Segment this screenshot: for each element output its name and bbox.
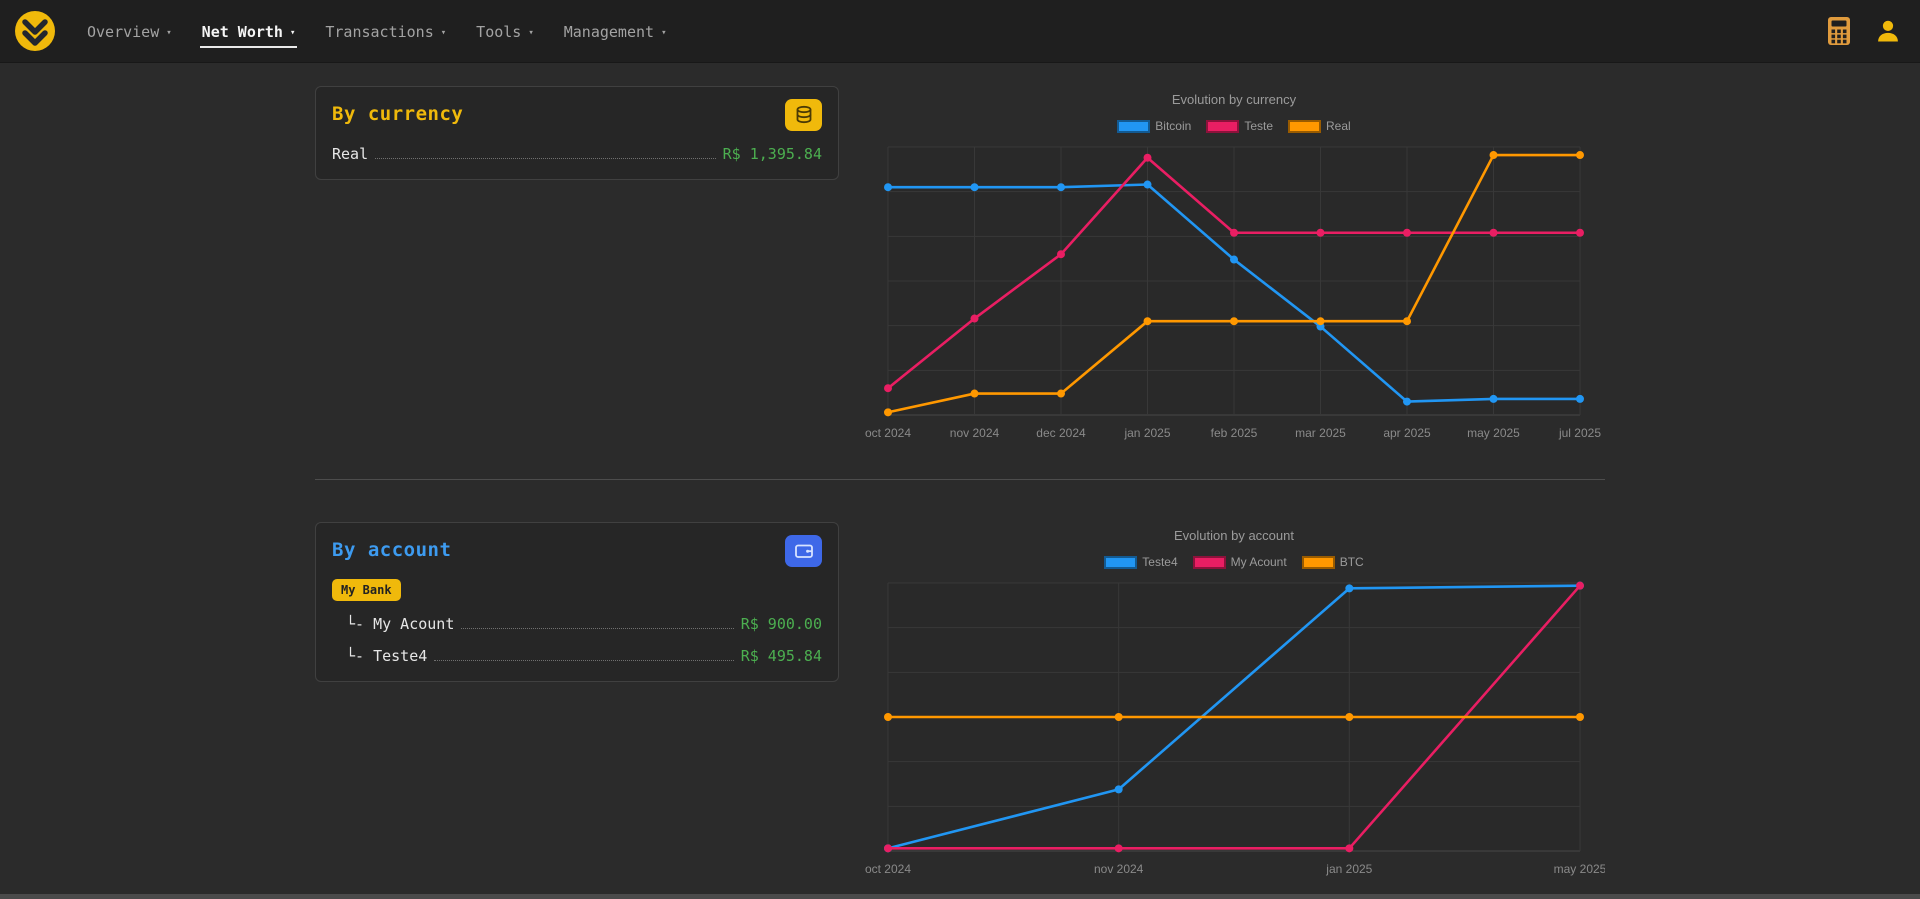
- bank-badge[interactable]: My Bank: [332, 579, 401, 601]
- chart-title: Evolution by account: [1174, 528, 1294, 543]
- account-rows: └- My Acount R$ 900.00 └- Teste4 R$ 495.84: [332, 615, 822, 665]
- currency-rows: Real R$ 1,395.84: [332, 145, 822, 163]
- account-chart-column: Evolution by account Teste4 My Acount BTC …: [863, 522, 1605, 887]
- by-account-title: By account: [332, 539, 452, 561]
- row-label: Real: [332, 145, 369, 163]
- legend-swatch: [1104, 555, 1138, 569]
- legend-label: My Acount: [1230, 555, 1287, 569]
- evolution-by-account-chart: Evolution by account Teste4 My Acount BTC …: [863, 528, 1605, 887]
- legend-label: Teste: [1244, 119, 1274, 133]
- legend-swatch: [1288, 119, 1322, 133]
- nav-item-net-worth[interactable]: Net Worth ▾: [199, 15, 298, 48]
- row-label: └- Teste4: [346, 647, 428, 665]
- by-currency-title: By currency: [332, 103, 464, 125]
- legend-swatch: [1192, 555, 1226, 569]
- legend-label: Bitcoin: [1155, 119, 1192, 133]
- chevron-down-icon: ▾: [166, 27, 172, 38]
- by-currency-card: By currency Real R$ 1,395.84: [315, 86, 839, 180]
- legend-item-teste4[interactable]: Teste4: [1104, 555, 1178, 569]
- row-value: R$ 495.84: [740, 647, 822, 665]
- line-chart: oct 2024 nov 2024 dec 2024 jan 2025 feb 2025…: [865, 146, 1601, 440]
- account-section: By account My Bank └- My Aco: [315, 522, 1605, 887]
- net-worth-page: By currency Real R$ 1,395.84: [315, 63, 1605, 887]
- nav-menu: Overview ▾ Net Worth ▾ Transactions ▾ Tools ▾ Ma…: [72, 15, 681, 48]
- wallet-icon: [794, 544, 813, 558]
- chevron-down-icon: ▾: [528, 27, 534, 38]
- svg-text:may 2025: may 2025: [1554, 862, 1605, 876]
- row-value: R$ 900.00: [740, 615, 822, 633]
- navbar: Overview ▾ Net Worth ▾ Transactions ▾ Tools ▾ Ma…: [0, 0, 1920, 63]
- svg-text:nov 2024: nov 2024: [950, 426, 1000, 440]
- legend-item-real[interactable]: Real: [1288, 119, 1351, 133]
- svg-text:oct 2024: oct 2024: [865, 862, 911, 876]
- svg-text:mar 2025: mar 2025: [1295, 426, 1346, 440]
- svg-text:may 2025: may 2025: [1467, 426, 1520, 440]
- legend-label: Teste4: [1142, 555, 1178, 569]
- dotted-leader: [461, 628, 734, 629]
- currency-card-column: By currency Real R$ 1,395.84: [315, 86, 839, 180]
- legend-item-btc[interactable]: BTC: [1301, 555, 1364, 569]
- user-button[interactable]: [1874, 17, 1902, 45]
- calculator-button[interactable]: [1826, 16, 1852, 46]
- chevron-down-icon: ▾: [289, 27, 296, 38]
- svg-text:jan 2025: jan 2025: [1123, 426, 1170, 440]
- legend-swatch: [1301, 555, 1335, 569]
- dotted-leader: [434, 660, 734, 661]
- legend-item-teste[interactable]: Teste: [1206, 119, 1273, 133]
- nav-item-transactions[interactable]: Transactions ▾: [323, 15, 448, 48]
- nav-item-label: Tools: [476, 22, 522, 41]
- net-worth-row: └- My Acount R$ 900.00: [332, 615, 822, 633]
- legend-swatch: [1117, 119, 1151, 133]
- row-value: R$ 1,395.84: [722, 145, 822, 163]
- evolution-by-currency-chart: Evolution by currency Bitcoin Teste Real o…: [863, 92, 1605, 451]
- chevron-down-icon: ▾: [661, 27, 667, 38]
- nav-item-overview[interactable]: Overview ▾: [85, 15, 174, 48]
- nav-item-label: Net Worth: [201, 22, 283, 41]
- currency-section: By currency Real R$ 1,395.84: [315, 86, 1605, 451]
- net-worth-row: └- Teste4 R$ 495.84: [332, 647, 822, 665]
- legend-label: BTC: [1339, 555, 1364, 569]
- card-header: By currency: [332, 99, 822, 131]
- horizontal-scrollbar[interactable]: [0, 894, 1920, 899]
- user-icon: [1878, 20, 1898, 42]
- legend-item-my-acount[interactable]: My Acount: [1192, 555, 1287, 569]
- line-chart: oct 2024 nov 2024 jan 2025 may 2025: [865, 581, 1605, 876]
- navbar-right: [1826, 16, 1906, 46]
- svg-text:jul 2025: jul 2025: [1558, 426, 1601, 440]
- nav-item-label: Transactions: [325, 22, 434, 41]
- section-divider: [315, 479, 1605, 480]
- svg-text:dec 2024: dec 2024: [1036, 426, 1086, 440]
- svg-text:apr 2025: apr 2025: [1383, 426, 1431, 440]
- svg-text:jan 2025: jan 2025: [1325, 862, 1372, 876]
- chart-legend: Bitcoin Teste Real: [863, 119, 1605, 133]
- logo-icon: [15, 11, 55, 51]
- currency-chart-column: Evolution by currency Bitcoin Teste Real o…: [863, 86, 1605, 451]
- nav-item-management[interactable]: Management ▾: [562, 15, 669, 48]
- account-card-button[interactable]: [785, 535, 822, 567]
- legend-swatch: [1206, 119, 1240, 133]
- app-logo[interactable]: [14, 10, 56, 52]
- svg-text:oct 2024: oct 2024: [865, 426, 911, 440]
- net-worth-row: Real R$ 1,395.84: [332, 145, 822, 163]
- account-card-column: By account My Bank └- My Aco: [315, 522, 839, 682]
- svg-text:feb 2025: feb 2025: [1211, 426, 1258, 440]
- currency-card-button[interactable]: [785, 99, 822, 131]
- by-account-card: By account My Bank └- My Aco: [315, 522, 839, 682]
- chevron-down-icon: ▾: [440, 27, 447, 38]
- chart-legend: Teste4 My Acount BTC: [863, 555, 1605, 569]
- chart-title: Evolution by currency: [1171, 92, 1297, 107]
- nav-item-label: Management: [563, 22, 655, 41]
- card-header: By account: [332, 535, 822, 567]
- row-label: └- My Acount: [346, 615, 455, 633]
- nav-item-label: Overview: [87, 22, 160, 41]
- calculator-icon: [1828, 17, 1850, 45]
- legend-item-bitcoin[interactable]: Bitcoin: [1117, 119, 1191, 133]
- nav-item-tools[interactable]: Tools ▾: [474, 15, 536, 48]
- dotted-leader: [375, 158, 716, 159]
- svg-text:nov 2024: nov 2024: [1094, 862, 1144, 876]
- coins-icon: [796, 105, 811, 124]
- legend-label: Real: [1326, 119, 1351, 133]
